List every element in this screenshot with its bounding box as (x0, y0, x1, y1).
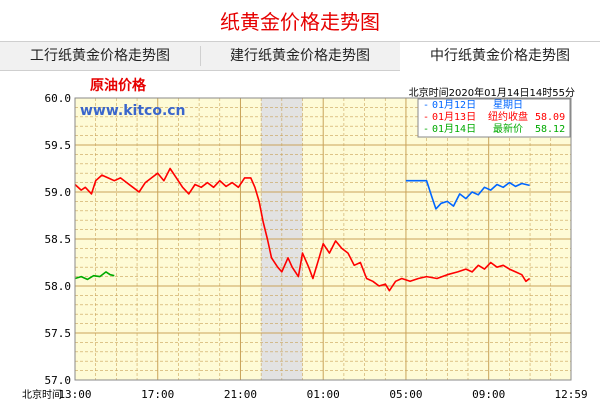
chart-container: 60.0 59.5 59.0 58.5 58.0 57.5 57.0 13:00 17:00 2… (0, 70, 600, 406)
legend-value-label: 纽约收盘 (488, 110, 528, 123)
x-tick-label: 05:00 (389, 388, 422, 401)
tab-boc[interactable]: 中行纸黄金价格走势图 (400, 42, 600, 71)
page-title: 纸黄金价格走势图 (220, 10, 380, 34)
y-tick-label: 57.5 (45, 327, 72, 340)
tab-divider (200, 46, 201, 66)
price-chart: 60.0 59.5 59.0 58.5 58.0 57.5 57.0 13:00 17:00 2… (22, 77, 588, 401)
legend-swatch: - (423, 112, 429, 123)
y-tick-label: 58.0 (45, 280, 72, 293)
y-tick-label: 59.5 (45, 139, 72, 152)
series-lines (74, 167, 531, 292)
legend-value-label: 星期日 (493, 99, 523, 111)
y-axis-ticks: 60.0 59.5 59.0 58.5 58.0 57.5 57.0 (45, 92, 72, 387)
x-tick-label: 17:00 (141, 388, 174, 401)
watermark: www.kitco.cn (80, 103, 186, 119)
plot-border (74, 97, 572, 381)
x-tick-label: 13:00 (58, 388, 91, 401)
x-tick-label: 01:00 (307, 388, 340, 401)
legend-value-label: 最新价 (493, 122, 523, 135)
legend-swatch: - (423, 124, 429, 135)
x-tick-label: 21:00 (224, 388, 257, 401)
grid-lines (75, 98, 571, 380)
y-tick-label: 57.0 (45, 374, 72, 387)
series-line (74, 271, 115, 281)
y-tick-label: 60.0 (45, 92, 72, 105)
legend-value: 58.09 (535, 112, 565, 123)
tab-ccb[interactable]: 建行纸黄金价格走势图 (230, 48, 370, 64)
tab-bar: 工行纸黄金价格走势图 建行纸黄金价格走势图 中行纸黄金价格走势图 (0, 41, 600, 71)
timestamp: 北京时间2020年01月14日14时55分 (409, 86, 575, 99)
legend-swatch: - (423, 100, 429, 111)
tab-icbc[interactable]: 工行纸黄金价格走势图 (30, 48, 170, 64)
y-tick-label: 58.5 (45, 233, 72, 246)
legend-label: 01月13日 (432, 111, 476, 123)
legend: - 01月12日 星期日 - 01月13日 纽约收盘 58.09 - 01月14… (417, 98, 571, 138)
chart-title: 原油价格 (90, 77, 147, 94)
legend-label: 01月14日 (432, 123, 476, 135)
series-line (74, 167, 531, 292)
y-tick-label: 59.0 (45, 186, 72, 199)
x-axis-ticks: 13:00 17:00 21:00 01:00 05:00 09:00 12:59 (58, 388, 587, 401)
legend-label: 01月12日 (432, 99, 476, 111)
series-line (405, 179, 530, 210)
legend-value: 58.12 (535, 124, 565, 135)
x-tick-label: 09:00 (472, 388, 505, 401)
x-axis-label: 北京时间 (22, 388, 62, 401)
legend-box (417, 98, 571, 138)
x-tick-label: 12:59 (555, 388, 588, 401)
